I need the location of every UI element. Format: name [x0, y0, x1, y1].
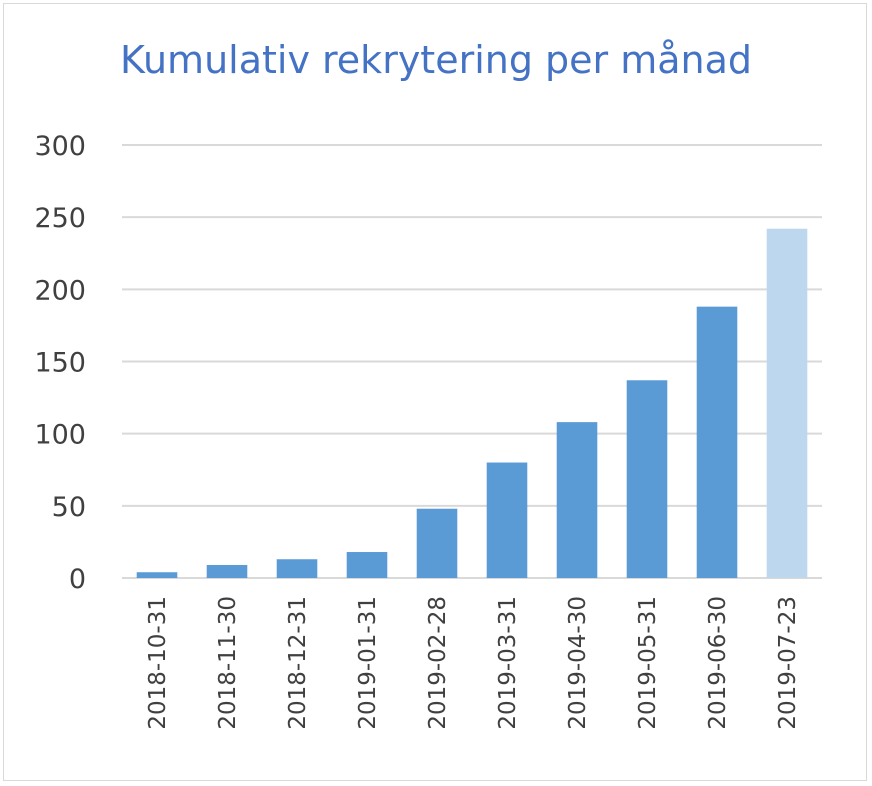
bar — [696, 306, 738, 578]
y-tick-label: 250 — [34, 203, 86, 234]
x-tick-label: 2019-03-31 — [495, 596, 521, 730]
bar — [206, 565, 248, 578]
y-tick-label: 0 — [69, 564, 86, 595]
y-tick-label: 100 — [34, 420, 86, 451]
bar — [136, 572, 178, 578]
bar — [766, 228, 808, 579]
x-tick-label: 2019-04-30 — [565, 596, 591, 730]
x-tick-label: 2019-02-28 — [425, 596, 451, 730]
x-tick-label: 2018-10-31 — [145, 596, 171, 730]
bar — [346, 552, 388, 578]
x-tick-label: 2018-12-31 — [285, 596, 311, 730]
y-tick-label: 300 — [34, 131, 86, 162]
x-tick-label: 2019-06-30 — [705, 596, 731, 730]
bar — [416, 508, 458, 578]
y-tick-label: 150 — [34, 348, 86, 379]
x-tick-label: 2019-07-23 — [775, 596, 801, 730]
x-tick-label: 2018-11-30 — [215, 596, 241, 730]
x-tick-label: 2019-05-31 — [635, 596, 661, 730]
bar — [276, 559, 318, 578]
x-tick-label: 2019-01-31 — [355, 596, 381, 730]
chart-title: Kumulativ rekrytering per månad — [119, 38, 753, 82]
bar — [556, 422, 598, 578]
y-tick-label: 50 — [52, 492, 86, 523]
bar — [626, 380, 668, 578]
y-tick-label: 200 — [34, 275, 86, 306]
bar — [486, 462, 528, 578]
